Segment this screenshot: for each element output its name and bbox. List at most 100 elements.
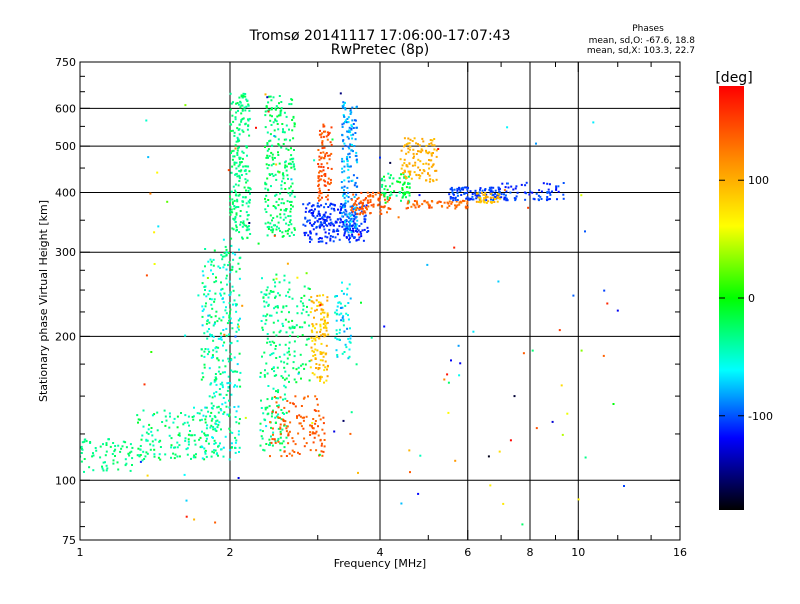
data-point (317, 185, 320, 187)
data-point (266, 142, 269, 145)
data-point (292, 163, 295, 166)
data-point (506, 182, 509, 185)
data-point (153, 453, 156, 456)
data-point (296, 416, 298, 419)
data-point (247, 186, 250, 189)
data-point (114, 445, 117, 447)
data-point (421, 172, 424, 175)
data-point (323, 222, 326, 224)
data-point (81, 441, 84, 444)
data-point (231, 202, 234, 205)
data-point (264, 408, 267, 411)
data-point (273, 234, 276, 237)
data-point (528, 193, 531, 196)
data-point (213, 298, 216, 301)
data-point (192, 415, 195, 418)
data-point (287, 442, 290, 445)
data-point (269, 443, 271, 446)
data-point (283, 279, 286, 282)
data-point (403, 162, 406, 165)
data-point (406, 165, 409, 168)
data-point (407, 137, 410, 140)
data-point (491, 190, 494, 193)
data-point (213, 442, 216, 445)
data-point (331, 138, 334, 141)
stats-line-x: mean, sd,X: 103.3, 22.7 (587, 46, 695, 56)
data-point (208, 314, 211, 317)
data-point (228, 333, 231, 336)
data-point (310, 224, 313, 227)
data-point (237, 128, 240, 131)
data-point (109, 445, 112, 448)
data-point (362, 204, 365, 207)
data-point (341, 225, 344, 228)
data-point (234, 118, 237, 121)
data-point (231, 150, 234, 153)
data-point (235, 167, 238, 170)
data-point (272, 387, 275, 390)
data-point (231, 431, 234, 434)
data-point (356, 161, 359, 164)
data-point (266, 143, 269, 146)
data-point (309, 366, 312, 369)
data-point (264, 146, 266, 148)
data-point (235, 421, 238, 424)
data-point (114, 455, 116, 457)
data-point (273, 396, 276, 398)
data-point (221, 255, 224, 258)
data-point (319, 192, 322, 195)
data-point (238, 267, 241, 270)
data-point (278, 343, 281, 346)
data-point (268, 140, 271, 143)
data-point (319, 189, 321, 192)
data-point (450, 202, 453, 205)
data-point (556, 198, 558, 201)
data-point (88, 466, 91, 469)
data-point (328, 158, 331, 161)
data-point (401, 196, 404, 199)
data-point (347, 357, 350, 360)
data-point (306, 338, 309, 341)
data-point (387, 207, 390, 210)
data-point (319, 359, 322, 362)
data-point (263, 293, 266, 296)
data-point (347, 168, 350, 171)
data-point (454, 197, 457, 200)
data-point (235, 330, 238, 333)
data-point (217, 337, 220, 340)
data-point (278, 162, 281, 165)
data-point (356, 230, 359, 233)
data-point (219, 332, 222, 335)
data-point (255, 126, 257, 129)
data-point (257, 242, 260, 245)
data-point (401, 164, 404, 167)
data-point (269, 314, 271, 317)
data-point (240, 112, 243, 115)
data-point (312, 354, 315, 357)
data-point (216, 406, 219, 409)
data-point (285, 208, 288, 210)
data-point (387, 199, 390, 201)
data-point (485, 201, 488, 204)
data-point (319, 304, 322, 306)
data-point (320, 163, 323, 166)
data-point (408, 449, 411, 452)
data-point (313, 436, 316, 439)
data-point (346, 293, 348, 296)
data-point (344, 144, 347, 147)
data-point (210, 411, 213, 414)
data-point (105, 450, 108, 453)
data-point (274, 207, 277, 210)
data-point (248, 201, 251, 204)
data-point (293, 340, 296, 343)
data-point (297, 432, 300, 435)
data-point (223, 341, 226, 344)
data-point (235, 111, 238, 114)
data-point (417, 150, 419, 153)
data-point (288, 295, 291, 298)
data-point (362, 239, 365, 242)
data-point (389, 185, 391, 188)
data-point (319, 151, 322, 154)
data-point (291, 189, 294, 192)
data-point (467, 197, 470, 200)
